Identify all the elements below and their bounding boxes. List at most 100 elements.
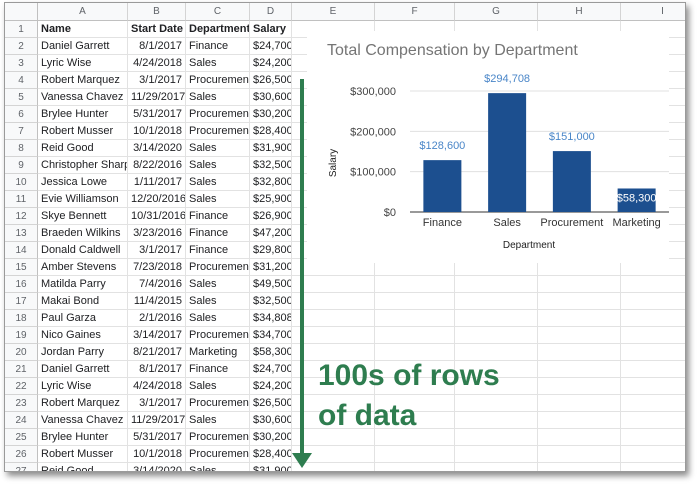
- bar-sales[interactable]: [488, 93, 527, 212]
- select-all-corner[interactable]: [5, 3, 38, 21]
- row-header[interactable]: 21: [5, 361, 38, 378]
- row-header[interactable]: 27: [5, 463, 38, 471]
- data-cell[interactable]: [292, 446, 375, 463]
- data-cell[interactable]: Sales: [186, 174, 250, 191]
- data-cell[interactable]: Brylee Hunter: [38, 106, 128, 123]
- data-cell[interactable]: Finance: [186, 208, 250, 225]
- data-cell[interactable]: Sales: [186, 191, 250, 208]
- data-cell[interactable]: 12/20/2016: [128, 191, 186, 208]
- data-cell[interactable]: [292, 310, 375, 327]
- row-header[interactable]: 16: [5, 276, 38, 293]
- data-cell[interactable]: $25,900: [250, 191, 292, 208]
- data-cell[interactable]: 10/1/2018: [128, 446, 186, 463]
- data-cell[interactable]: $32,500: [250, 157, 292, 174]
- data-cell[interactable]: $24,700: [250, 361, 292, 378]
- data-cell[interactable]: $30,600: [250, 89, 292, 106]
- data-cell[interactable]: Procurement: [186, 395, 250, 412]
- data-cell[interactable]: 5/31/2017: [128, 106, 186, 123]
- data-cell[interactable]: Daniel Garrett: [38, 361, 128, 378]
- data-cell[interactable]: [538, 446, 621, 463]
- data-cell[interactable]: [375, 395, 455, 412]
- data-cell[interactable]: [375, 463, 455, 471]
- data-cell[interactable]: [455, 344, 538, 361]
- data-cell[interactable]: [375, 259, 455, 276]
- data-cell[interactable]: Procurement: [186, 259, 250, 276]
- header-cell[interactable]: Start Date: [128, 21, 186, 38]
- header-cell[interactable]: Department: [186, 21, 250, 38]
- data-cell[interactable]: Evie Williamson: [38, 191, 128, 208]
- data-cell[interactable]: [621, 361, 685, 378]
- data-cell[interactable]: $24,200: [250, 55, 292, 72]
- data-cell[interactable]: Sales: [186, 463, 250, 471]
- row-header[interactable]: 20: [5, 344, 38, 361]
- data-cell[interactable]: 3/1/2017: [128, 72, 186, 89]
- data-cell[interactable]: 8/1/2017: [128, 38, 186, 55]
- data-cell[interactable]: $30,200: [250, 429, 292, 446]
- column-header-c[interactable]: C: [186, 3, 250, 21]
- row-header[interactable]: 13: [5, 225, 38, 242]
- data-cell[interactable]: Sales: [186, 310, 250, 327]
- data-cell[interactable]: 11/29/2017: [128, 89, 186, 106]
- data-cell[interactable]: [292, 412, 375, 429]
- data-cell[interactable]: 3/14/2020: [128, 463, 186, 471]
- data-cell[interactable]: [292, 293, 375, 310]
- row-header[interactable]: 7: [5, 123, 38, 140]
- column-header-e[interactable]: E: [292, 3, 375, 21]
- data-cell[interactable]: Sales: [186, 55, 250, 72]
- data-cell[interactable]: Finance: [186, 361, 250, 378]
- data-cell[interactable]: Marketing: [186, 344, 250, 361]
- data-cell[interactable]: 1/11/2017: [128, 174, 186, 191]
- data-cell[interactable]: $32,800: [250, 174, 292, 191]
- data-cell[interactable]: [455, 463, 538, 471]
- row-header[interactable]: 3: [5, 55, 38, 72]
- row-header[interactable]: 17: [5, 293, 38, 310]
- data-cell[interactable]: 8/1/2017: [128, 361, 186, 378]
- data-cell[interactable]: $29,800: [250, 242, 292, 259]
- data-cell[interactable]: [455, 361, 538, 378]
- column-header-f[interactable]: F: [375, 3, 455, 21]
- data-cell[interactable]: [375, 446, 455, 463]
- data-cell[interactable]: [455, 412, 538, 429]
- data-cell[interactable]: 3/23/2016: [128, 225, 186, 242]
- data-cell[interactable]: Sales: [186, 140, 250, 157]
- data-cell[interactable]: [292, 378, 375, 395]
- data-cell[interactable]: Jessica Lowe: [38, 174, 128, 191]
- data-cell[interactable]: Sales: [186, 378, 250, 395]
- data-cell[interactable]: $32,500: [250, 293, 292, 310]
- data-cell[interactable]: [538, 429, 621, 446]
- data-cell[interactable]: [538, 293, 621, 310]
- data-cell[interactable]: [621, 276, 685, 293]
- data-cell[interactable]: [538, 344, 621, 361]
- column-header-i[interactable]: I: [621, 3, 685, 21]
- column-header-b[interactable]: B: [128, 3, 186, 21]
- data-cell[interactable]: Skye Bennett: [38, 208, 128, 225]
- data-cell[interactable]: $31,200: [250, 259, 292, 276]
- data-cell[interactable]: Christopher Sharp: [38, 157, 128, 174]
- data-cell[interactable]: [538, 310, 621, 327]
- row-header[interactable]: 15: [5, 259, 38, 276]
- data-cell[interactable]: Procurement: [186, 123, 250, 140]
- data-cell[interactable]: Paul Garza: [38, 310, 128, 327]
- data-cell[interactable]: 10/1/2018: [128, 123, 186, 140]
- data-cell[interactable]: 4/24/2018: [128, 378, 186, 395]
- data-cell[interactable]: 11/29/2017: [128, 412, 186, 429]
- data-cell[interactable]: $30,600: [250, 412, 292, 429]
- data-cell[interactable]: $47,200: [250, 225, 292, 242]
- data-cell[interactable]: 11/4/2015: [128, 293, 186, 310]
- data-cell[interactable]: 4/24/2018: [128, 55, 186, 72]
- data-cell[interactable]: Reid Good: [38, 463, 128, 471]
- data-cell[interactable]: [538, 361, 621, 378]
- row-header[interactable]: 12: [5, 208, 38, 225]
- data-cell[interactable]: $49,500: [250, 276, 292, 293]
- data-cell[interactable]: [292, 395, 375, 412]
- data-cell[interactable]: Finance: [186, 225, 250, 242]
- data-cell[interactable]: [621, 395, 685, 412]
- column-header-a[interactable]: A: [38, 3, 128, 21]
- data-cell[interactable]: Finance: [186, 242, 250, 259]
- bar-finance[interactable]: [423, 160, 462, 212]
- data-cell[interactable]: $58,300: [250, 344, 292, 361]
- row-header[interactable]: 23: [5, 395, 38, 412]
- data-cell[interactable]: $26,900: [250, 208, 292, 225]
- data-cell[interactable]: 2/1/2016: [128, 310, 186, 327]
- header-cell[interactable]: Salary: [250, 21, 292, 38]
